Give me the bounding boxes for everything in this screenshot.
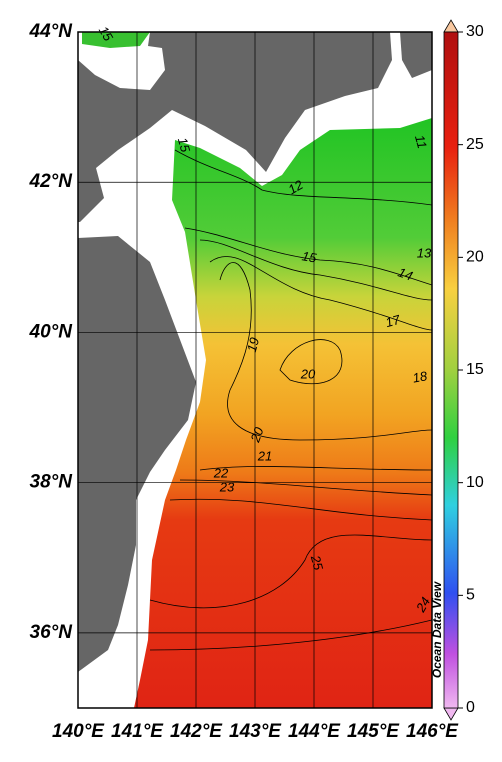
- contour-label: 22: [213, 465, 229, 480]
- contour-label: 19: [244, 336, 262, 354]
- lat-label: 38°N: [30, 472, 74, 493]
- lon-label: 141°E: [111, 721, 164, 742]
- lat-label: 44°N: [29, 21, 74, 42]
- contour-line: [149, 619, 432, 651]
- lat-label: 42°N: [29, 171, 74, 192]
- colorbar-label: 30: [466, 23, 484, 40]
- lat-label: 40°N: [29, 321, 74, 342]
- land: [400, 32, 432, 78]
- contour-label: 20: [247, 425, 267, 445]
- lat-label: 36°N: [30, 622, 74, 643]
- sea-field: [134, 118, 432, 708]
- contour-line: [174, 149, 432, 206]
- contour-line: [179, 479, 432, 496]
- sea-field: [82, 32, 150, 48]
- contour-label: 21: [257, 448, 272, 463]
- colorbar-label: 5: [466, 587, 475, 604]
- contour-line: [279, 339, 343, 384]
- contour-line: [184, 227, 432, 286]
- contour-line: [219, 262, 432, 441]
- lon-label: 143°E: [229, 721, 282, 742]
- contour-line: [199, 466, 432, 471]
- colorbar-label: 25: [466, 136, 484, 153]
- contour-line: [149, 534, 432, 609]
- contour-label: 23: [219, 479, 235, 494]
- lon-label: 145°E: [347, 721, 400, 742]
- contour-label: 17: [384, 312, 403, 330]
- colorbar-label: 15: [466, 361, 484, 378]
- contour-label: 18: [411, 368, 429, 385]
- contours: [149, 149, 432, 651]
- contour-label: 14: [396, 264, 415, 283]
- colorbar-over: [443, 19, 459, 33]
- lon-label: 140°E: [52, 721, 105, 742]
- contour-label: 25: [308, 553, 327, 573]
- contour-line: [169, 498, 432, 521]
- contour-label: 11: [412, 133, 430, 150]
- contour-label: 15: [175, 136, 193, 155]
- lon-label: 144°E: [288, 721, 341, 742]
- colorbar-label: 20: [466, 249, 484, 266]
- contour-label: 20: [300, 366, 316, 381]
- watermark: Ocean Data View: [430, 581, 444, 678]
- contour-line: [199, 239, 432, 301]
- lon-label: 146°E: [406, 721, 459, 742]
- colorbar: [443, 31, 459, 709]
- contour-label: 15: [301, 248, 319, 265]
- contour-line: [209, 256, 432, 331]
- colorbar-under: [443, 707, 459, 721]
- land: [78, 32, 392, 222]
- contour-label: 24: [412, 594, 433, 615]
- colorbar-label: 0: [466, 699, 475, 716]
- lon-label: 142°E: [170, 721, 223, 742]
- colorbar-label: 10: [466, 474, 484, 491]
- contour-label: 13: [417, 245, 432, 260]
